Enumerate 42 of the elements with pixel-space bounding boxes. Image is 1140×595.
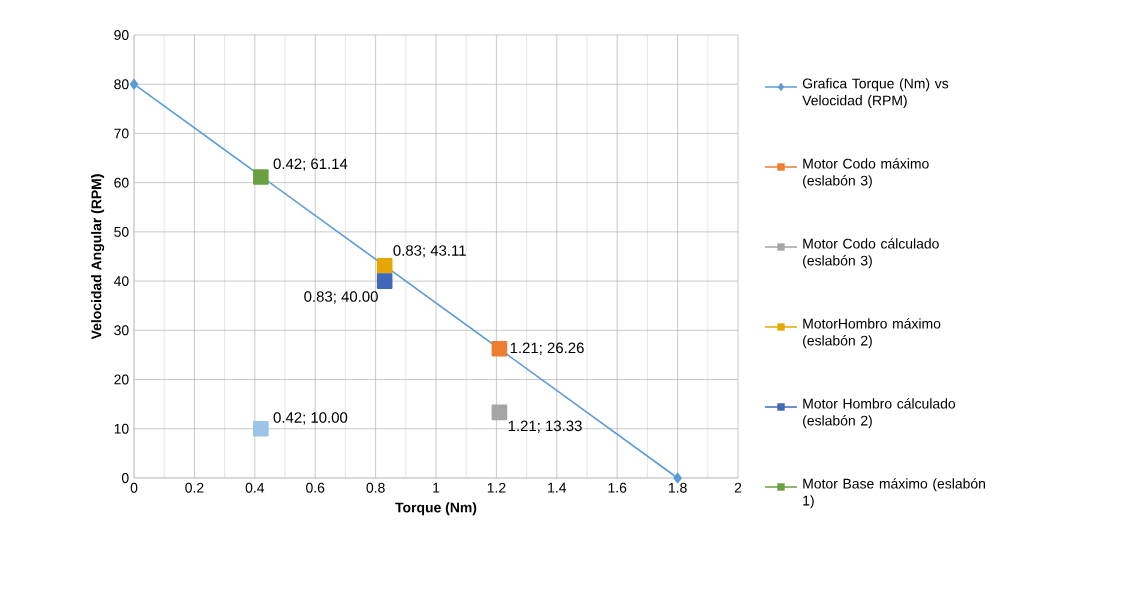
x-tick-label: 1.2: [487, 482, 506, 493]
data-label: 0.42; 61.14: [273, 158, 348, 171]
point: [376, 273, 393, 289]
data-label: 1.21; 26.26: [510, 342, 584, 355]
legend-label: Motor Codo máximo (eslabón 3): [803, 158, 929, 189]
legend-label: Motor Base máximo (eslabón 1): [803, 478, 985, 509]
x-tick-label: 0: [130, 482, 138, 493]
y-tick-label: 0: [121, 473, 129, 483]
x-axis-title: Torque (Nm): [395, 502, 477, 516]
legend-label: Grafica Torque (Nm) vs Velocidad (RPM): [802, 78, 949, 109]
x-tick-label: 0.8: [366, 482, 385, 493]
y-axis-title: Velocidad Angular (RPM): [91, 174, 105, 340]
y-tick-label: 20: [114, 374, 129, 385]
x-tick-label: 1.6: [608, 482, 627, 493]
point: [491, 340, 508, 357]
y-tick-label: 80: [114, 79, 129, 90]
y-tick-label: 40: [113, 276, 129, 287]
point: [376, 257, 393, 274]
x-tick-label: 0.6: [306, 482, 325, 493]
y-tick-label: 50: [114, 226, 129, 237]
legend-label: MotorHombro máximo (eslabón 2): [803, 318, 941, 349]
y-tick-label: 90: [114, 30, 129, 40]
x-tick-label: 2: [734, 482, 742, 493]
point: [253, 169, 269, 185]
y-tick-label: 10: [114, 423, 129, 434]
y-tick-label: 70: [114, 128, 129, 139]
point: [491, 404, 508, 421]
legend-label: Motor Codo cálculado (eslabón 3): [803, 238, 939, 269]
data-label: 0.83; 43.11: [393, 245, 466, 258]
data-label: 0.83; 40.00: [304, 291, 378, 304]
data-label: 1.21; 13.33: [508, 420, 582, 433]
y-tick-label: 30: [114, 325, 129, 336]
legend-label: Motor Hombro cálculado (eslabón 2): [803, 398, 956, 429]
point: [129, 78, 139, 90]
x-tick-label: 0.4: [245, 482, 265, 493]
point: [253, 420, 269, 437]
y-tick-label: 60: [114, 177, 129, 188]
x-tick-label: 1.4: [548, 482, 567, 493]
data-label: 0.42; 10.00: [273, 412, 348, 425]
x-tick-label: 0.2: [185, 482, 204, 493]
x-tick-label: 1: [433, 482, 440, 493]
x-tick-label: 1.8: [668, 482, 687, 493]
